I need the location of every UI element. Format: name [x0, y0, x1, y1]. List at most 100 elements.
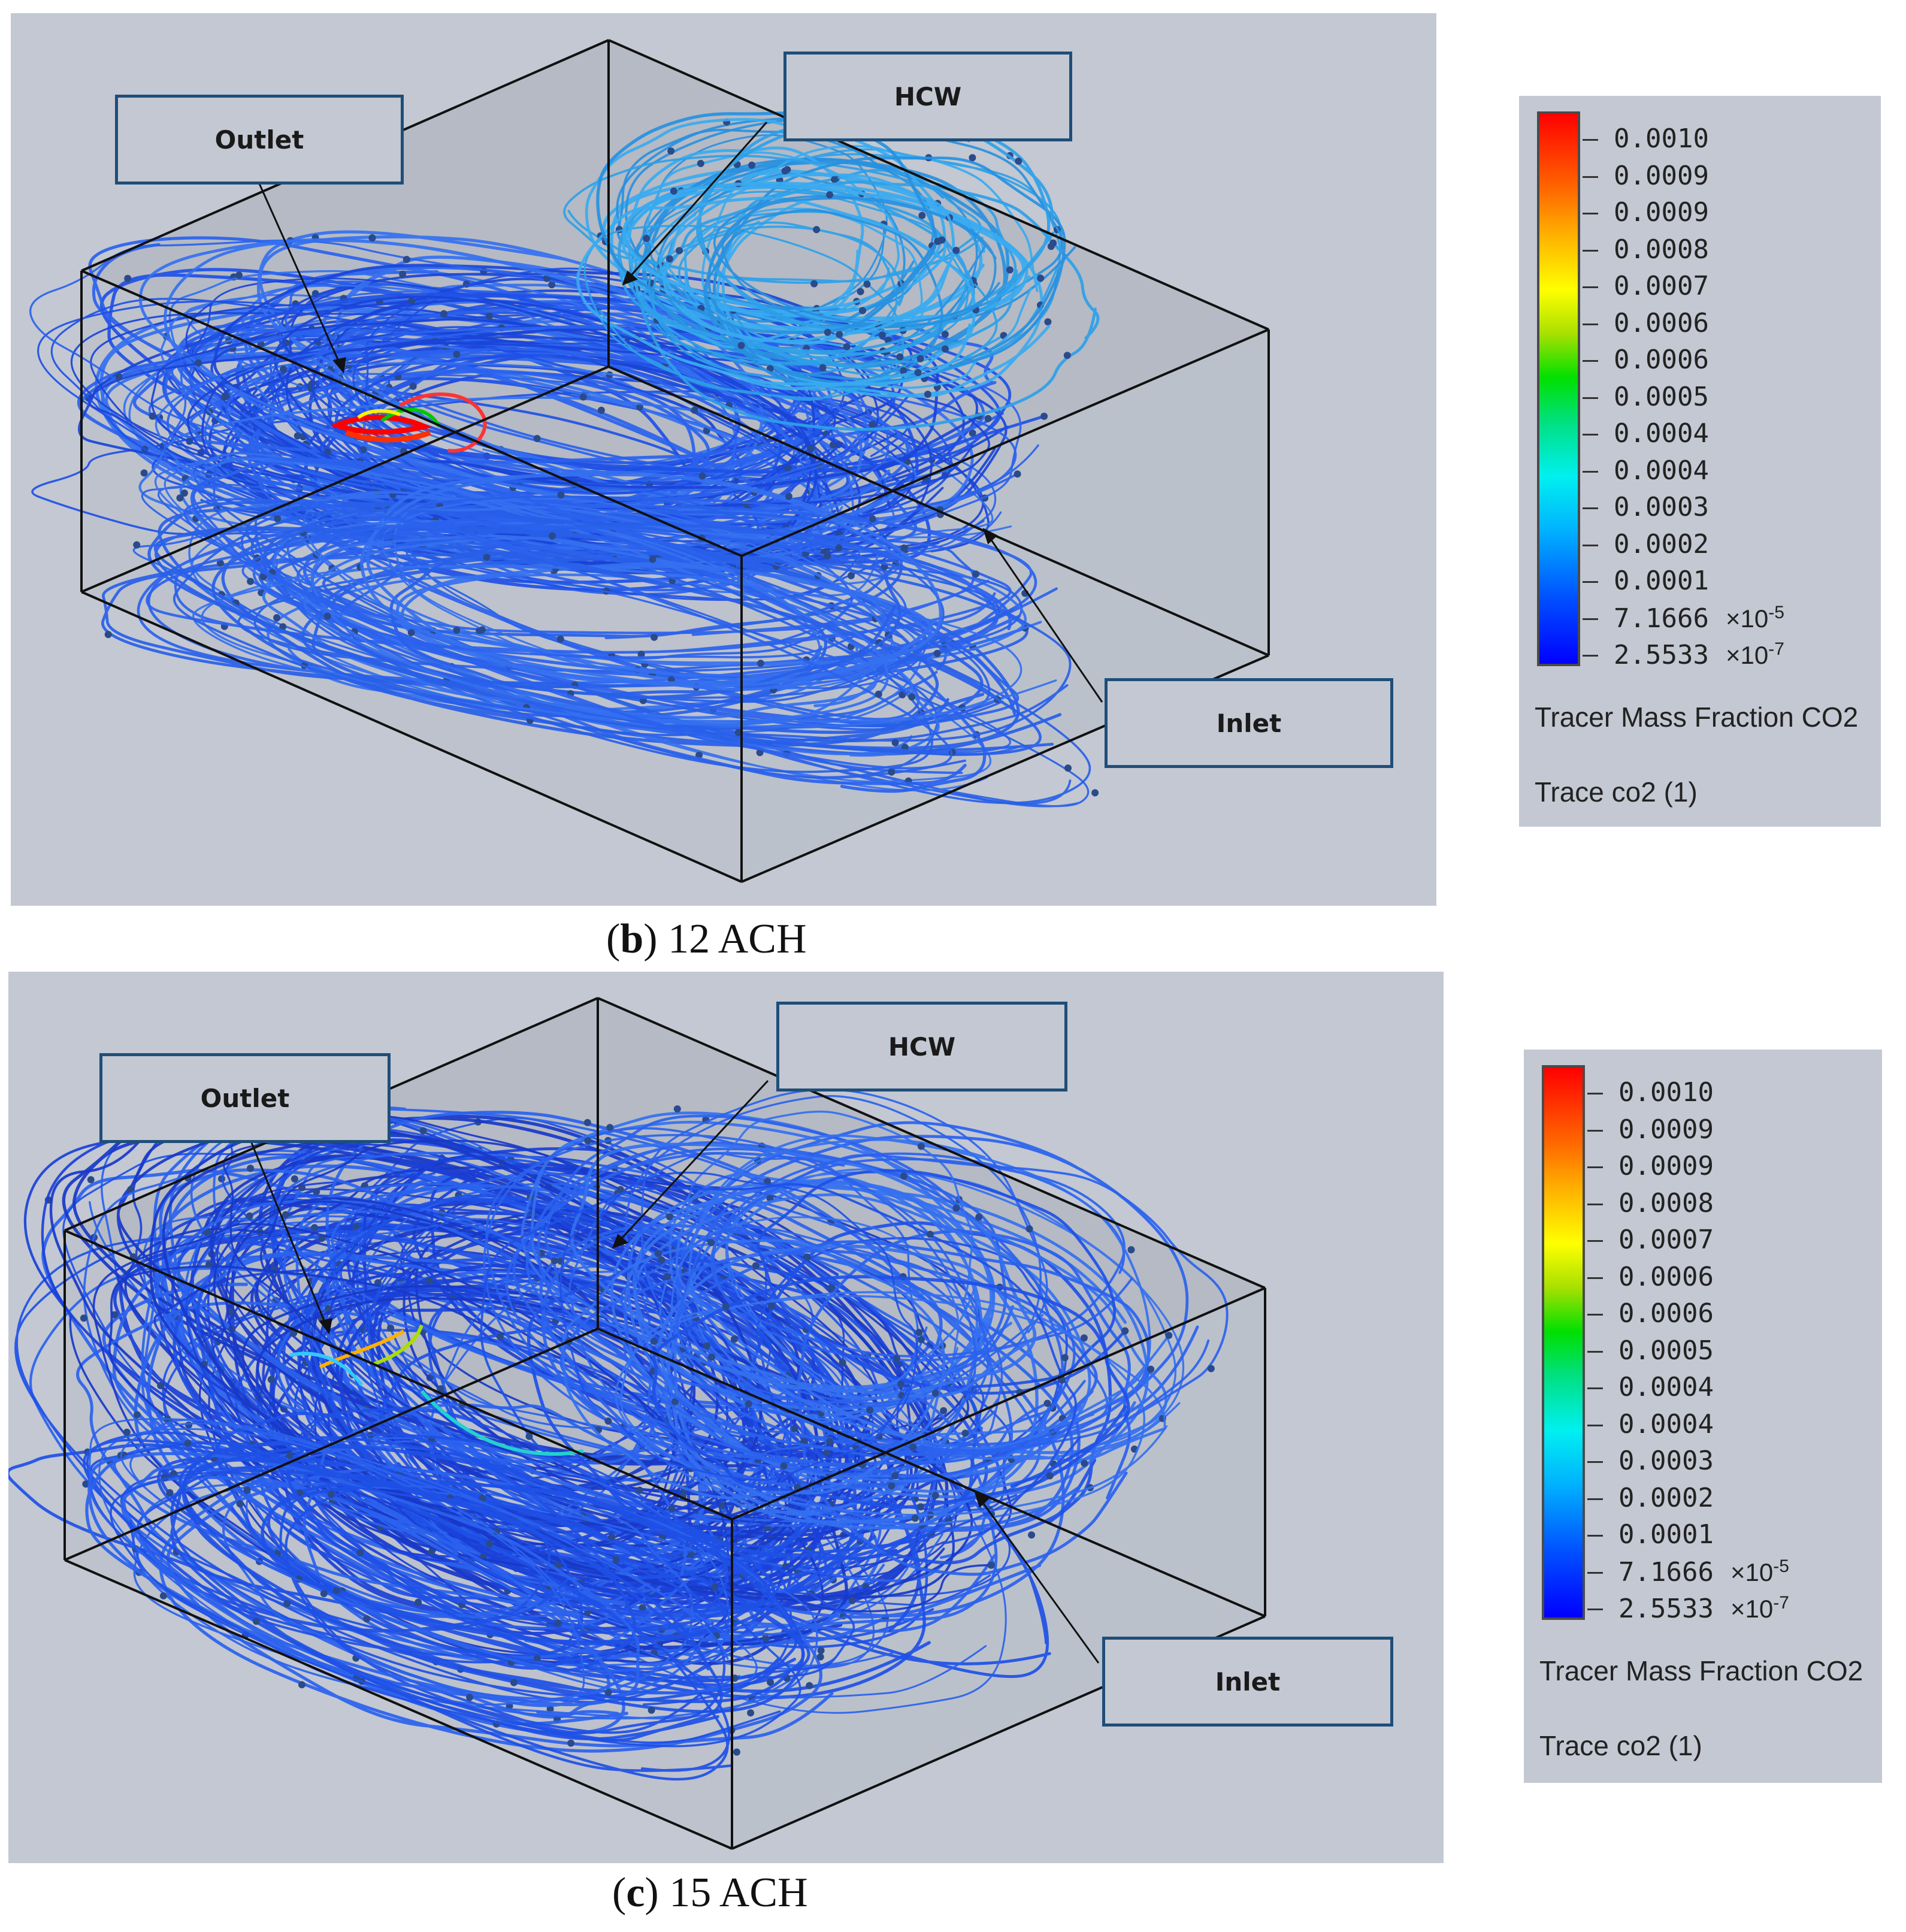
legend-value: 7.1666 ×10-5 — [1614, 602, 1784, 634]
flow-arrow-marker — [673, 1105, 681, 1113]
flow-arrow-marker — [415, 1598, 422, 1606]
flow-arrow-marker — [1025, 1225, 1033, 1233]
flow-arrow-marker — [1006, 266, 1013, 274]
flow-arrow-marker — [134, 1411, 141, 1419]
streamline — [676, 1154, 1229, 1452]
legend-tick — [1583, 397, 1598, 399]
flow-arrow-marker — [1043, 1399, 1051, 1407]
flow-arrow-marker — [839, 1359, 846, 1366]
flow-arrow-marker — [875, 690, 882, 698]
color-scale-bar — [1537, 111, 1580, 666]
flow-arrow-marker — [756, 749, 764, 757]
legend-tick — [1587, 1498, 1603, 1500]
legend-tick — [1587, 1240, 1603, 1242]
streamline — [627, 146, 864, 349]
flow-arrow-marker — [806, 1682, 813, 1689]
color-legend: Tracer Mass Fraction CO2 Trace co2 (1) 0… — [1519, 96, 1881, 827]
flow-arrow-marker — [291, 1175, 298, 1183]
streamline — [271, 1307, 692, 1635]
flow-arrow-marker — [440, 310, 447, 318]
flow-arrow-marker — [940, 1407, 948, 1414]
streamlines — [8, 1089, 1229, 1781]
flow-arrow-marker — [184, 1440, 192, 1447]
flow-arrow-marker — [606, 1124, 614, 1132]
room-side-face — [732, 1288, 1265, 1849]
flow-arrow-marker — [583, 1118, 591, 1126]
flow-arrow-marker — [203, 1229, 211, 1236]
flow-arrow-marker — [368, 234, 376, 242]
hcw-callout: HCW — [783, 52, 1072, 141]
flow-arrow-marker — [824, 328, 831, 336]
flow-arrow-marker — [730, 1335, 738, 1343]
legend-tick — [1587, 1314, 1603, 1316]
legend-tick — [1583, 655, 1598, 657]
legend-value: 0.0004 — [1618, 1408, 1714, 1440]
flow-arrow-marker — [1046, 1472, 1054, 1480]
panel-12-ach: Outlet HCW Inlet Tracer Mass Fraction CO… — [0, 0, 1906, 962]
streamline — [259, 1139, 1012, 1613]
flow-arrow-marker — [831, 176, 839, 183]
caption-letter: c — [626, 1870, 645, 1916]
legend-value: 0.0009 — [1614, 160, 1709, 191]
flow-arrow-marker — [159, 1592, 167, 1600]
streamline — [283, 1183, 1041, 1527]
flow-arrow-marker — [320, 1590, 328, 1598]
flow-arrow-marker — [643, 235, 651, 242]
flow-arrow-marker — [813, 226, 821, 234]
legend-tick — [1587, 1535, 1603, 1537]
streamline — [480, 1183, 1081, 1559]
flow-arrow-marker — [87, 1176, 95, 1184]
flow-arrow-marker — [1028, 1531, 1036, 1539]
legend-value: 0.0002 — [1614, 528, 1709, 560]
legend-value: 0.0005 — [1614, 381, 1709, 412]
streamline — [160, 285, 825, 566]
flow-arrow-marker — [466, 1694, 474, 1701]
flow-arrow-marker — [984, 415, 992, 422]
flow-arrow-marker — [639, 1604, 646, 1611]
flow-arrow-marker — [1147, 1365, 1155, 1373]
flow-arrow-marker — [612, 1556, 620, 1564]
streamline — [192, 564, 1057, 728]
flow-arrow-marker — [80, 1314, 87, 1322]
flow-arrow-marker — [663, 1273, 671, 1281]
room-side-face — [742, 329, 1269, 882]
streamline — [797, 1229, 1132, 1576]
flow-arrow-marker — [408, 297, 416, 305]
streamline — [360, 470, 943, 691]
flow-arrow-marker — [668, 1505, 676, 1513]
legend-value: 7.1666 ×10-5 — [1618, 1556, 1789, 1588]
legend-value: 0.0010 — [1618, 1077, 1714, 1108]
flow-arrow-marker — [900, 1172, 907, 1180]
streamline — [630, 158, 986, 376]
flow-arrow-marker — [616, 1186, 624, 1193]
flow-arrow-marker — [356, 1549, 364, 1556]
streamline — [153, 526, 1054, 756]
simulation-view: Outlet HCW Inlet — [11, 13, 1436, 906]
legend-tick — [1587, 1571, 1603, 1574]
flow-arrow-marker — [1063, 352, 1071, 359]
flow-arrow-marker — [897, 1380, 905, 1387]
flow-arrow-marker — [836, 331, 843, 338]
flow-arrow-marker — [671, 1398, 679, 1405]
flow-arrow-marker — [707, 1239, 715, 1247]
flow-arrow-marker — [824, 552, 831, 560]
flow-arrow-marker — [554, 1619, 562, 1627]
flow-arrow-marker — [698, 472, 706, 480]
flow-arrow-marker — [658, 1256, 665, 1264]
flow-arrow-marker — [486, 1540, 493, 1548]
flow-arrow-marker — [665, 255, 673, 263]
streamline — [568, 1152, 928, 1462]
flow-arrow-marker — [221, 393, 229, 401]
flow-arrow-marker — [972, 570, 980, 578]
flow-arrow-marker — [785, 492, 792, 500]
streamline — [683, 207, 927, 347]
streamline — [525, 1141, 1014, 1406]
flow-arrow-marker — [1058, 1376, 1066, 1384]
flow-arrow-marker — [911, 1514, 919, 1522]
flow-arrow-marker — [747, 1709, 755, 1717]
inlet-callout: Inlet — [1102, 1637, 1393, 1727]
flow-arrow-marker — [688, 1551, 695, 1559]
flow-arrow-marker — [157, 1382, 165, 1389]
flow-arrow-marker — [554, 1561, 562, 1569]
legend-tick — [1587, 1093, 1603, 1095]
